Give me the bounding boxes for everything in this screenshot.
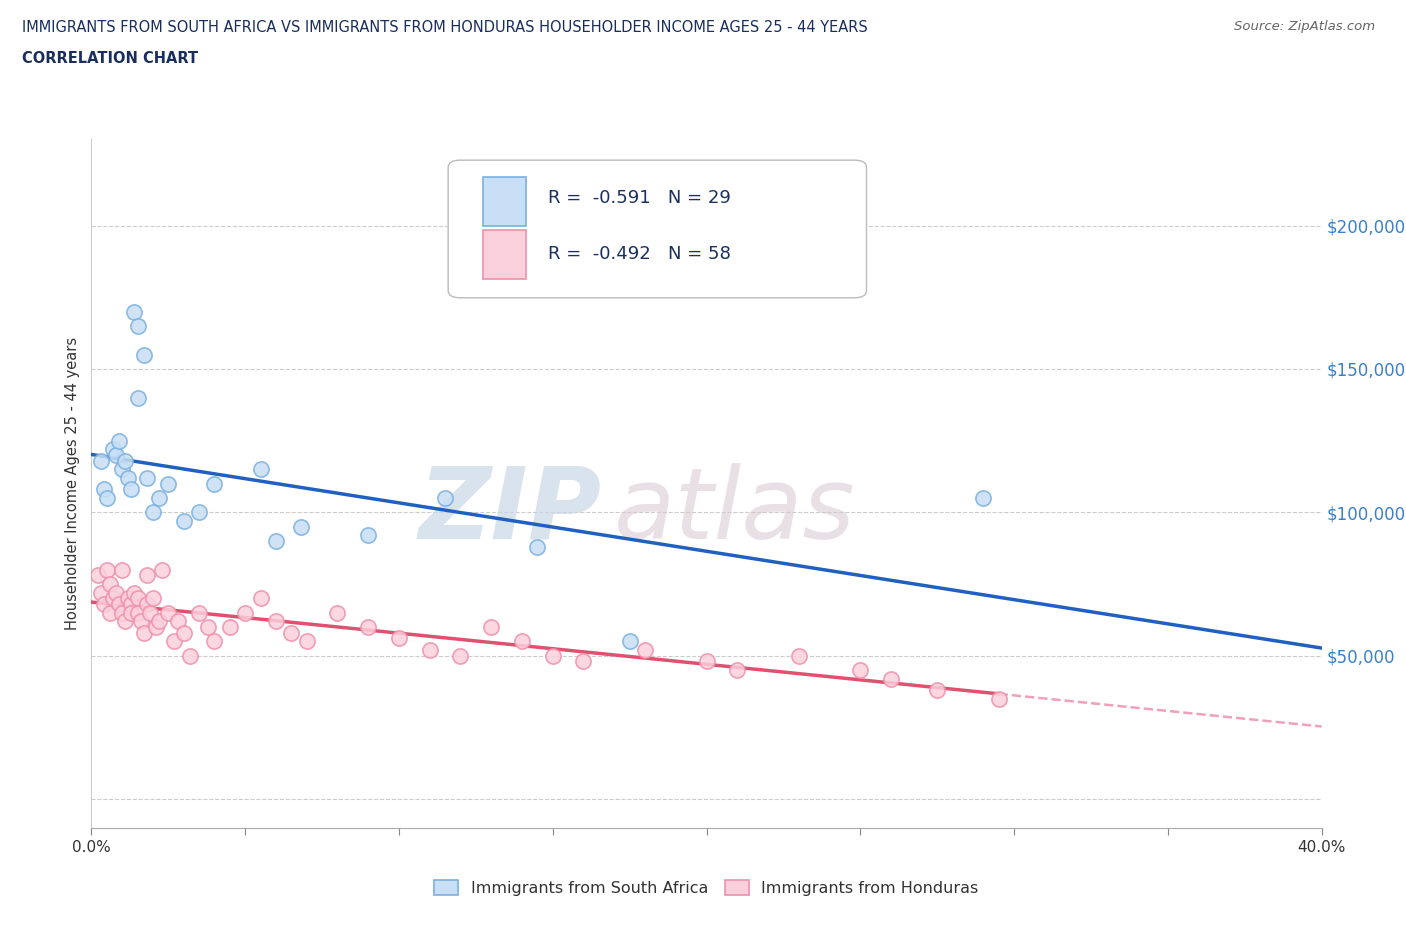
Point [105,447,127,462]
Point [150,562,173,577]
Point [987,691,1010,706]
Point [148,614,170,629]
Point [696,654,718,669]
Point [105,585,127,600]
Point [188,605,211,620]
Point [90,585,112,600]
Text: CORRELATION CHART: CORRELATION CHART [22,51,198,66]
Point [166,614,188,629]
Point [117,471,139,485]
FancyBboxPatch shape [449,160,866,298]
Point [120,605,142,620]
Point [124,585,146,600]
Point [295,634,318,649]
Point [135,568,157,583]
Point [249,462,271,477]
Point [249,591,271,605]
Point [280,625,302,640]
Point [173,513,195,528]
Point [120,597,142,612]
Point [619,634,641,649]
Point [849,662,872,677]
Point [572,654,595,669]
Point [197,619,219,634]
Legend: Immigrants from South Africa, Immigrants from Honduras: Immigrants from South Africa, Immigrants… [427,874,986,902]
Point [434,490,457,505]
Point [479,619,502,634]
Point [93,482,115,497]
Point [98,577,121,591]
Point [96,490,118,505]
Point [233,605,256,620]
Point [120,482,142,497]
Point [142,591,165,605]
Text: IMMIGRANTS FROM SOUTH AFRICA VS IMMIGRANTS FROM HONDURAS HOUSEHOLDER INCOME AGES: IMMIGRANTS FROM SOUTH AFRICA VS IMMIGRAN… [22,20,869,35]
Point [127,391,149,405]
Point [725,662,748,677]
Point [541,648,564,663]
Text: Source: ZipAtlas.com: Source: ZipAtlas.com [1234,20,1375,33]
Point [163,634,186,649]
Point [127,605,149,620]
Point [264,534,287,549]
Point [111,605,134,620]
Point [129,614,152,629]
Point [132,347,155,362]
Point [101,442,124,457]
Point [510,634,533,649]
Point [880,671,903,686]
Point [139,605,162,620]
Point [90,453,112,468]
Point [526,539,548,554]
Point [264,614,287,629]
Point [326,605,349,620]
Point [634,643,657,658]
Point [111,462,134,477]
Text: ZIP: ZIP [419,462,602,560]
FancyBboxPatch shape [482,178,526,226]
Point [101,591,124,605]
FancyBboxPatch shape [482,231,526,278]
Point [357,619,380,634]
Point [157,476,180,491]
Point [114,453,136,468]
Y-axis label: Householder Income Ages 25 - 44 years: Householder Income Ages 25 - 44 years [65,337,80,631]
Point [388,631,411,645]
Point [132,625,155,640]
Point [135,471,157,485]
Point [127,591,149,605]
Point [188,505,211,520]
Point [127,318,149,333]
Point [449,648,471,663]
Point [173,625,195,640]
Point [145,619,167,634]
Point [202,634,225,649]
Point [111,562,134,577]
Point [972,490,994,505]
Point [114,614,136,629]
Point [124,304,146,319]
Text: R =  -0.492   N = 58: R = -0.492 N = 58 [548,246,731,263]
Text: R =  -0.591   N = 29: R = -0.591 N = 29 [548,189,731,207]
Text: atlas: atlas [614,462,856,560]
Point [419,643,441,658]
Point [93,597,115,612]
Point [218,619,240,634]
Point [135,597,157,612]
Point [179,648,201,663]
Point [98,605,121,620]
Point [927,683,949,698]
Point [202,476,225,491]
Point [157,605,180,620]
Point [86,568,108,583]
Point [357,528,380,543]
Point [108,597,131,612]
Point [117,591,139,605]
Point [96,562,118,577]
Point [787,648,810,663]
Point [142,505,165,520]
Point [290,519,312,534]
Point [108,433,131,448]
Point [148,490,170,505]
